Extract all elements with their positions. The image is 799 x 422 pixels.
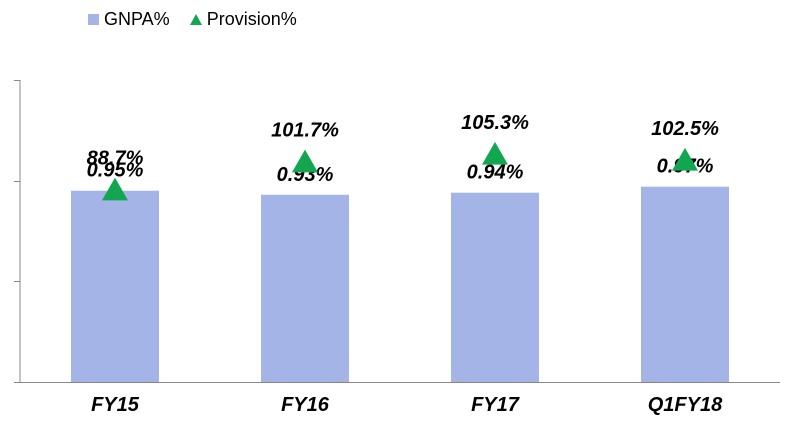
bar-gnpa-fy17	[451, 192, 539, 382]
legend: GNPA% Provision%	[88, 9, 297, 30]
x-tick-label-fy16: FY16	[281, 394, 330, 416]
legend-label-gnpa: GNPA%	[104, 9, 170, 29]
data-label-gnpa-fy16: 0.93%	[277, 164, 334, 186]
data-label-provision-fy16: 101.7%	[271, 120, 339, 142]
legend-item-gnpa: GNPA%	[88, 9, 170, 30]
x-tick-label-fy17: FY17	[471, 394, 520, 416]
data-label-provision-fy17: 105.3%	[461, 112, 529, 134]
legend-label-provision: Provision%	[206, 9, 297, 29]
data-label-provision-q1fy18: 102.5%	[651, 118, 719, 140]
legend-swatch-provision	[189, 14, 202, 25]
legend-item-provision: Provision%	[189, 9, 297, 30]
bar-gnpa-fy15	[71, 190, 159, 382]
data-label-gnpa-fy15: 0.95%	[87, 160, 144, 182]
x-tick-label-fy15: FY15	[91, 394, 140, 416]
marker-provision-fy15	[102, 177, 128, 201]
x-tick-label-q1fy18: Q1FY18	[648, 394, 723, 416]
data-label-provision-fy15: 88.7%	[87, 148, 144, 170]
bar-gnpa-fy16	[261, 194, 349, 382]
marker-provision-fy16	[292, 149, 318, 173]
data-label-gnpa-fy17: 0.94%	[467, 162, 524, 184]
marker-provision-fy17	[482, 141, 508, 165]
legend-swatch-gnpa	[88, 14, 99, 25]
marker-provision-q1fy18	[672, 147, 698, 171]
bar-gnpa-q1fy18	[641, 186, 729, 382]
